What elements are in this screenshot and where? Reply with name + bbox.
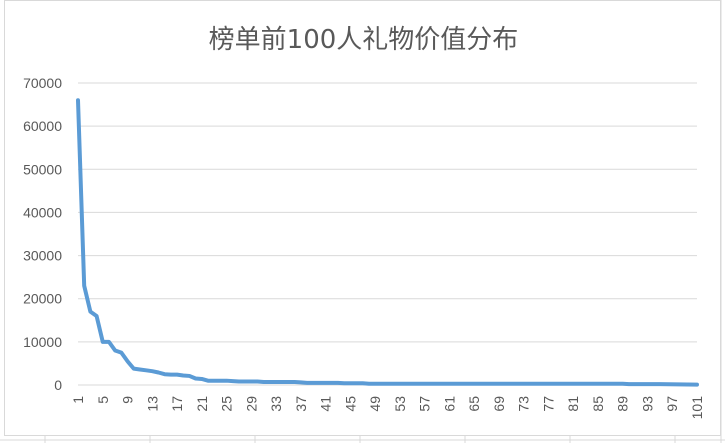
y-tick-label: 60000	[23, 118, 62, 134]
chart-title: 榜单前100人礼物价值分布	[208, 25, 519, 55]
x-axis-ticks: 1 5 9 13 17 21 25 29 33 37 41 45 49 53 57 61 65 69 73 77 81 8…	[70, 396, 705, 420]
x-tick-label: 41	[318, 396, 334, 412]
x-tick-label: 45	[342, 396, 358, 412]
x-tick-label: 85	[590, 396, 606, 412]
x-tick-label: 73	[516, 396, 532, 412]
y-tick-label: 70000	[23, 75, 62, 91]
chart-plot: 0 10000 20000 30000 40000 50000 60000 70000 1 5 9…	[23, 75, 705, 420]
y-tick-label: 40000	[23, 204, 62, 220]
x-tick-label: 61	[441, 396, 457, 412]
x-tick-label: 37	[293, 396, 309, 412]
x-tick-label: 53	[392, 396, 408, 412]
x-tick-label: 5	[95, 396, 111, 404]
x-tick-label: 81	[565, 396, 581, 412]
x-tick-label: 65	[466, 396, 482, 412]
y-gridlines	[78, 82, 697, 386]
y-tick-label: 50000	[23, 161, 62, 177]
x-tick-label: 33	[268, 396, 284, 412]
x-tick-label: 29	[243, 396, 259, 412]
y-tick-label: 0	[54, 377, 62, 393]
y-axis-ticks: 0 10000 20000 30000 40000 50000 60000 70000	[23, 75, 62, 393]
x-tick-label: 49	[367, 396, 383, 412]
series-group	[76, 98, 699, 387]
x-tick-label: 9	[120, 396, 136, 404]
x-tick-label: 77	[540, 396, 556, 412]
y-tick-label: 30000	[23, 248, 62, 264]
x-tick-label: 101	[689, 396, 705, 420]
x-tick-label: 17	[169, 396, 185, 412]
x-tick-label: 57	[417, 396, 433, 412]
x-tick-label: 13	[144, 396, 160, 412]
x-tick-label: 89	[615, 396, 631, 412]
x-tick-label: 25	[219, 396, 235, 412]
chart-area[interactable]: 榜单前100人礼物价值分布 0 10000 20000 30000 40000 50000…	[4, 0, 721, 436]
y-tick-label: 20000	[23, 291, 62, 307]
x-tick-label: 1	[70, 396, 86, 404]
x-tick-label: 69	[491, 396, 507, 412]
y-tick-label: 10000	[23, 334, 62, 350]
x-tick-label: 93	[639, 396, 655, 412]
x-tick-label: 97	[664, 396, 680, 412]
x-tick-label: 21	[194, 396, 210, 412]
series-line[interactable]	[76, 98, 699, 387]
